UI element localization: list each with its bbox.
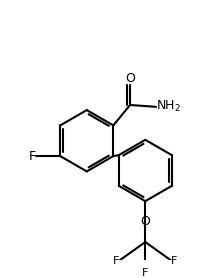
Text: F: F: [171, 255, 178, 265]
Text: O: O: [140, 215, 150, 228]
Text: NH$_2$: NH$_2$: [156, 99, 181, 114]
Text: F: F: [29, 150, 36, 163]
Text: O: O: [125, 71, 135, 85]
Text: F: F: [142, 268, 148, 278]
Text: F: F: [113, 255, 119, 265]
